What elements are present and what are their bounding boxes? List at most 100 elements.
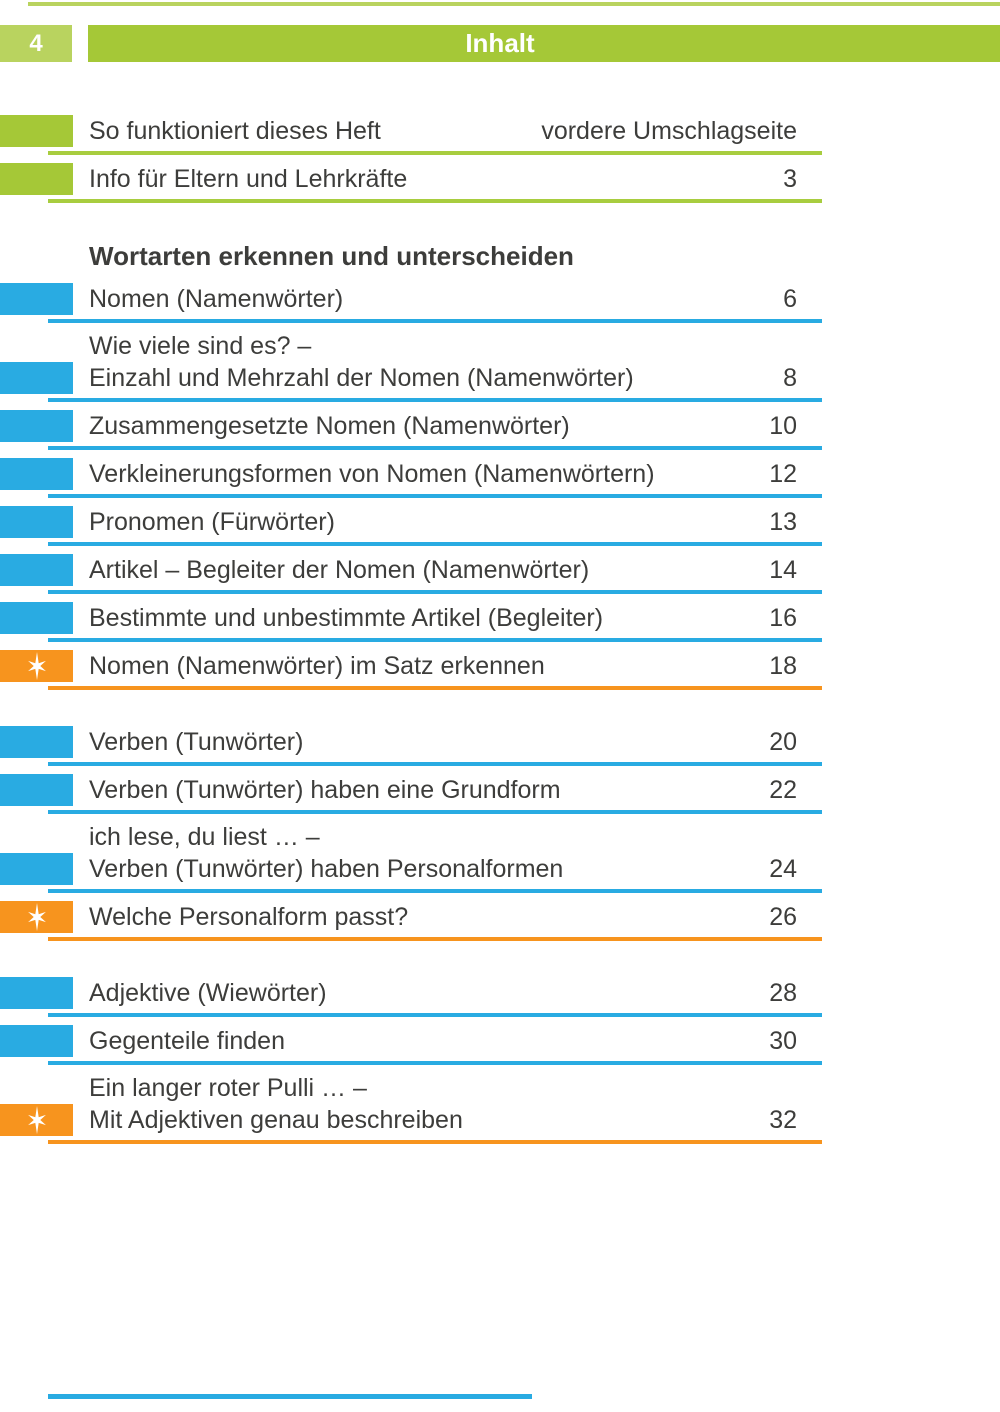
star-icon [27, 902, 46, 932]
star-icon [27, 651, 46, 681]
top-edge-line [28, 2, 1000, 6]
toc-entry: Bestimmte und unbestimmte Artikel (Begle… [0, 602, 822, 642]
toc-entry: Welche Personalform passt? 26 [0, 901, 822, 941]
entry-page: 30 [769, 1027, 797, 1055]
entry-underline [48, 494, 822, 498]
entry-underline [48, 446, 822, 450]
toc-entry: Nomen (Namenwörter) 6 [0, 283, 822, 323]
blue-marker [0, 726, 73, 758]
section-gap [0, 698, 822, 726]
toc-entry: Verben (Tunwörter) haben eine Grundform … [0, 774, 822, 814]
entry-page: 6 [783, 285, 797, 313]
entry-underline [48, 590, 822, 594]
blue-marker [0, 458, 73, 490]
entry-page: 20 [769, 728, 797, 756]
entry-title: Gegenteile finden [89, 1027, 285, 1055]
blue-marker [0, 362, 73, 394]
entry-title: Bestimmte und unbestimmte Artikel (Begle… [89, 604, 604, 632]
entry-page: 8 [783, 364, 797, 392]
entry-page: 13 [769, 508, 797, 536]
toc-entry: Info für Eltern und Lehrkräfte 3 [0, 163, 822, 203]
blue-marker [0, 602, 73, 634]
entry-underline [48, 199, 822, 203]
toc-entry: Verkleinerungsformen von Nomen (Namenwör… [0, 458, 822, 498]
entry-underline [48, 937, 822, 941]
entry-page: 28 [769, 979, 797, 1007]
blue-marker [0, 554, 73, 586]
entry-underline [48, 151, 822, 155]
entry-title: Info für Eltern und Lehrkräfte [89, 165, 408, 193]
section-gap [0, 949, 822, 977]
header-bar [88, 25, 1000, 62]
entry-underline [48, 889, 822, 893]
toc-entry: Wie viele sind es? – Einzahl und Mehrzah… [0, 331, 822, 402]
entry-page: 22 [769, 776, 797, 804]
toc-entry: Nomen (Namenwörter) im Satz erkennen 18 [0, 650, 822, 690]
star-marker [0, 1104, 73, 1136]
entry-underline [48, 398, 822, 402]
entry-page: 16 [769, 604, 797, 632]
entry-title: Pronomen (Fürwörter) [89, 508, 335, 536]
blue-marker [0, 977, 73, 1009]
table-of-contents: So funktioniert dieses Heft vordere Umsc… [0, 115, 822, 1152]
toc-entry: Gegenteile finden 30 [0, 1025, 822, 1065]
entry-title: Welche Personalform passt? [89, 903, 409, 931]
toc-entry: Zusammengesetzte Nomen (Namenwörter) 10 [0, 410, 822, 450]
entry-underline [48, 1013, 822, 1017]
entry-title: Verben (Tunwörter) haben eine Grundform [89, 776, 561, 804]
blue-marker [0, 1025, 73, 1057]
green-marker [0, 115, 73, 147]
entry-underline [48, 810, 822, 814]
blue-marker [0, 283, 73, 315]
page-header: 4 Inhalt [0, 25, 1000, 62]
toc-entry: Pronomen (Fürwörter) 13 [0, 506, 822, 546]
blue-marker [0, 853, 73, 885]
entry-page: 14 [769, 556, 797, 584]
toc-entry: Artikel – Begleiter der Nomen (Namenwört… [0, 554, 822, 594]
toc-entry: Verben (Tunwörter) 20 [0, 726, 822, 766]
entry-underline [48, 1061, 822, 1065]
entry-underline [48, 1140, 822, 1144]
entry-title: Verkleinerungsformen von Nomen (Namenwör… [89, 460, 655, 488]
entry-page: 24 [769, 855, 797, 883]
entry-pretitle: Wie viele sind es? – [89, 332, 312, 360]
entry-title: Zusammengesetzte Nomen (Namenwörter) [89, 412, 570, 440]
entry-title: So funktioniert dieses Heft [89, 117, 381, 145]
entry-page: 26 [769, 903, 797, 931]
blue-marker [0, 506, 73, 538]
blue-marker [0, 774, 73, 806]
entry-page: 3 [783, 165, 797, 193]
page-number-box: 4 [0, 25, 72, 62]
entry-title: Einzahl und Mehrzahl der Nomen (Namenwör… [89, 364, 634, 392]
entry-pretitle: ich lese, du liest … – [89, 823, 320, 851]
star-marker [0, 650, 73, 682]
star-marker [0, 901, 73, 933]
section-heading: Wortarten erkennen und unterscheiden [89, 241, 574, 271]
entry-page: 32 [769, 1106, 797, 1134]
entry-underline [48, 638, 822, 642]
entry-title: Verben (Tunwörter) [89, 728, 304, 756]
entry-title: Artikel – Begleiter der Nomen (Namenwört… [89, 556, 590, 584]
bottom-edge-line [48, 1394, 532, 1399]
entry-page: vordere Umschlagseite [541, 117, 797, 145]
entry-underline [48, 319, 822, 323]
entry-page: 10 [769, 412, 797, 440]
toc-entry: Ein langer roter Pulli … – Mit Adjektive… [0, 1073, 822, 1144]
entry-title: Nomen (Namenwörter) [89, 285, 344, 313]
blue-marker [0, 410, 73, 442]
entry-underline [48, 542, 822, 546]
green-marker [0, 163, 73, 195]
entry-underline [48, 762, 822, 766]
header-title: Inhalt [465, 28, 535, 58]
entry-pretitle: Ein langer roter Pulli … – [89, 1074, 367, 1102]
toc-entry: Adjektive (Wiewörter) 28 [0, 977, 822, 1017]
toc-entry: ich lese, du liest … – Verben (Tunwörter… [0, 822, 822, 893]
entry-page: 12 [769, 460, 797, 488]
entry-title: Nomen (Namenwörter) im Satz erkennen [89, 652, 545, 680]
entry-title: Verben (Tunwörter) haben Personalformen [89, 855, 564, 883]
entry-title: Adjektive (Wiewörter) [89, 979, 327, 1007]
star-icon [27, 1105, 46, 1135]
entry-page: 18 [769, 652, 797, 680]
entry-underline [48, 686, 822, 690]
entry-title: Mit Adjektiven genau beschreiben [89, 1106, 463, 1134]
